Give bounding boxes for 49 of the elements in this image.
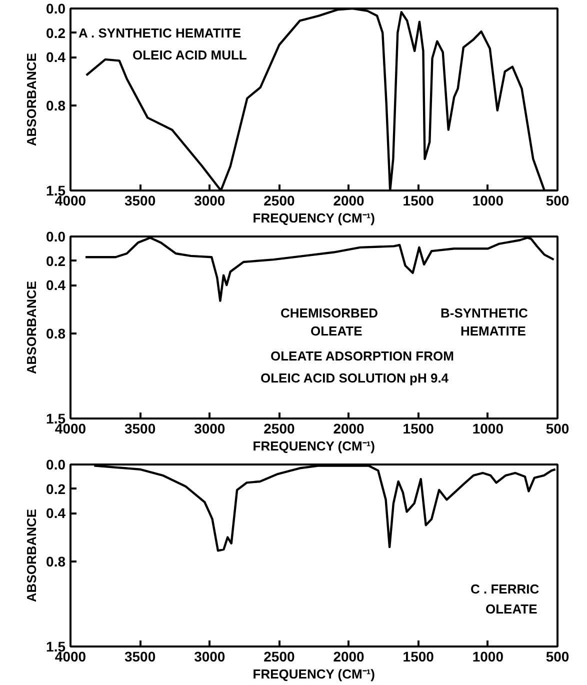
x-tick-label: 2000: [333, 648, 365, 664]
x-axis-title: FREQUENCY (CM⁻¹): [252, 438, 375, 454]
x-tick-label: 3500: [124, 420, 156, 436]
annotation: OLEIC ACID SOLUTION pH 9.4: [260, 370, 450, 386]
y-axis-title: ABSORBANCE: [24, 280, 40, 374]
x-tick-label: 1500: [402, 192, 434, 208]
x-tick-label: 500: [546, 192, 570, 208]
y-tick-label: 0.4: [46, 505, 66, 522]
annotation: OLEATE: [486, 602, 538, 616]
x-tick-label: 1500: [402, 648, 434, 664]
x-tick-label: 3000: [194, 420, 226, 436]
y-tick-label: 0.4: [46, 49, 66, 66]
annotation: HEMATITE: [460, 324, 526, 338]
y-tick-label: 0.0: [46, 0, 66, 16]
y-tick-label: 0.0: [46, 456, 66, 472]
y-tick-label: 0.8: [46, 98, 66, 114]
x-tick-label: 3500: [124, 648, 156, 664]
annotation: OLEATE: [310, 324, 363, 338]
x-tick-label: 3500: [124, 192, 156, 208]
annotation: B-SYNTHETIC: [440, 306, 528, 320]
annotation: A . SYNTHETIC HEMATITE: [78, 26, 242, 40]
annotation: CHEMISORBED: [280, 306, 378, 320]
x-tick-label: 2500: [264, 648, 295, 664]
y-axis-title: ABSORBANCE: [24, 52, 40, 146]
annotation: C . FERRIC: [470, 582, 540, 596]
y-tick-label: 0.8: [46, 326, 66, 342]
annotation: OLEIC ACID MULL: [132, 48, 247, 62]
x-tick-label: 500: [546, 648, 570, 664]
x-tick-label: 1500: [402, 420, 434, 436]
y-tick-label: 0.2: [46, 252, 66, 269]
x-tick-label: 1000: [472, 192, 504, 208]
x-tick-label: 3000: [194, 192, 226, 208]
x-axis-title: FREQUENCY (CM⁻¹): [252, 210, 375, 226]
y-tick-label: 0.8: [46, 554, 66, 570]
x-tick-label: 500: [546, 420, 570, 436]
annotation: OLEATE ADSORPTION FROM: [270, 348, 454, 364]
x-tick-label: 2500: [264, 420, 295, 436]
x-axis-title: FREQUENCY (CM⁻¹): [252, 666, 375, 682]
x-tick-label: 2000: [333, 420, 365, 436]
y-tick-label: 0.2: [46, 480, 66, 497]
x-tick-label: 2000: [333, 192, 365, 208]
y-tick-label: 0.2: [46, 24, 66, 41]
y-tick-label: 0.0: [46, 228, 66, 244]
x-tick-label: 1000: [472, 420, 504, 436]
x-tick-label: 1000: [472, 648, 504, 664]
x-tick-label: 2500: [264, 192, 295, 208]
y-axis-title: ABSORBANCE: [24, 508, 40, 602]
y-tick-label: 0.4: [46, 277, 66, 294]
x-tick-label: 3000: [194, 648, 226, 664]
